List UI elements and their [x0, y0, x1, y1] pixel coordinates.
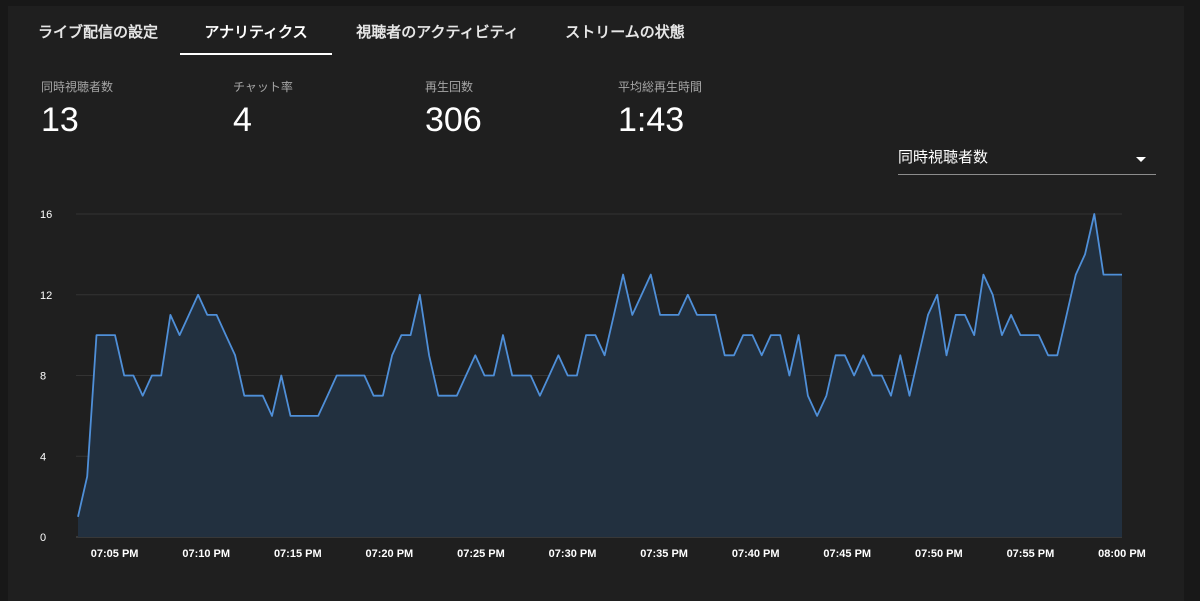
x-tick-label: 07:30 PM — [549, 548, 597, 560]
x-tick-label: 07:05 PM — [91, 548, 139, 560]
x-tick-label: 07:20 PM — [366, 548, 414, 560]
x-tick-label: 07:25 PM — [457, 548, 505, 560]
stat-concurrent-viewers: 同時視聴者数 13 — [41, 78, 113, 140]
dropdown-arrow-icon — [1136, 157, 1146, 162]
concurrent-viewers-chart: 0 4 8 12 16 07:05 PM 07:10 PM 07:15 PM 07:20 PM 0… — [40, 209, 1146, 560]
x-tick-label: 07:35 PM — [640, 548, 688, 560]
stat-label: 同時視聴者数 — [41, 80, 114, 94]
tab-viewer-activity[interactable]: 視聴者のアクティビティ — [356, 22, 519, 41]
series-area-fill — [78, 214, 1122, 537]
live-dashboard-panel: ライブ配信の設定 アナリティクス 視聴者のアクティビティ ストリームの状態 同時… — [8, 6, 1184, 601]
stat-value: 4 — [233, 101, 252, 139]
stat-label: 再生回数 — [425, 80, 474, 94]
x-tick-label: 07:15 PM — [274, 548, 322, 560]
metric-select-value: 同時視聴者数 — [898, 148, 989, 166]
tab-bar: ライブ配信の設定 アナリティクス 視聴者のアクティビティ ストリームの状態 — [8, 6, 1184, 58]
tab-live-settings[interactable]: ライブ配信の設定 — [37, 22, 158, 41]
active-tab-indicator — [180, 53, 332, 55]
x-tick-label: 07:45 PM — [823, 548, 871, 560]
stat-avg-watch-time: 平均総再生時間 1:43 — [618, 78, 702, 140]
y-tick-label: 16 — [40, 209, 52, 221]
y-tick-label: 4 — [40, 451, 46, 463]
y-tick-label: 0 — [40, 532, 46, 544]
stat-views: 再生回数 306 — [425, 78, 482, 140]
stat-chat-rate: チャット率 4 — [233, 78, 293, 140]
y-tick-label: 12 — [40, 290, 52, 302]
stat-label: チャット率 — [233, 80, 293, 94]
stat-value: 1:43 — [618, 101, 685, 139]
x-tick-label: 07:50 PM — [915, 548, 963, 560]
y-tick-label: 8 — [40, 371, 46, 383]
x-tick-label: 08:00 PM — [1098, 548, 1146, 560]
tab-stream-health[interactable]: ストリームの状態 — [565, 22, 685, 41]
tab-analytics[interactable]: アナリティクス — [204, 22, 308, 41]
x-tick-label: 07:40 PM — [732, 548, 780, 560]
metric-select[interactable]: 同時視聴者数 — [898, 146, 1156, 175]
x-tick-label: 07:10 PM — [182, 548, 230, 560]
stat-value: 306 — [425, 101, 482, 139]
x-tick-label: 07:55 PM — [1007, 548, 1055, 560]
stat-value: 13 — [41, 101, 79, 139]
stat-label: 平均総再生時間 — [618, 80, 703, 94]
series-line — [77, 213, 1122, 517]
